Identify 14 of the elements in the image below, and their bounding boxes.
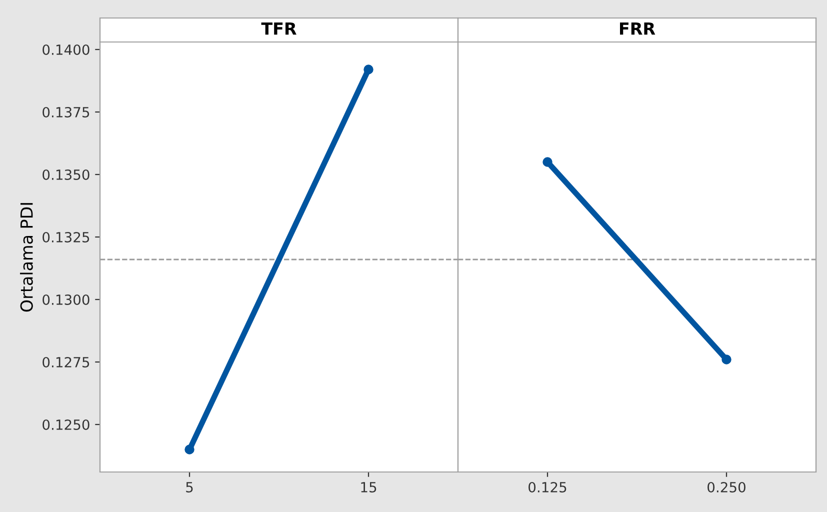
- y-tick-label: 0.1250: [42, 419, 90, 430]
- y-tick-label: 0.1400: [42, 44, 90, 55]
- x-tick-label: 0.125: [528, 482, 566, 492]
- chart-title: FRR: [620, 22, 656, 35]
- chart-title: TFR: [261, 22, 296, 35]
- y-tick-label: 0.1350: [42, 169, 90, 180]
- x-tick-label: 5: [186, 482, 193, 492]
- y-tick-label: 0.1275: [42, 356, 90, 368]
- y-tick-label: 0.1300: [42, 294, 90, 305]
- y-tick-label: 0.1375: [42, 106, 90, 118]
- x-tick-label: 0.250: [708, 482, 746, 492]
- x-tick-label: 15: [361, 482, 376, 492]
- y-axis-title: Ortalama PDI: [20, 203, 33, 312]
- y-tick-label: 0.1325: [42, 232, 90, 242]
